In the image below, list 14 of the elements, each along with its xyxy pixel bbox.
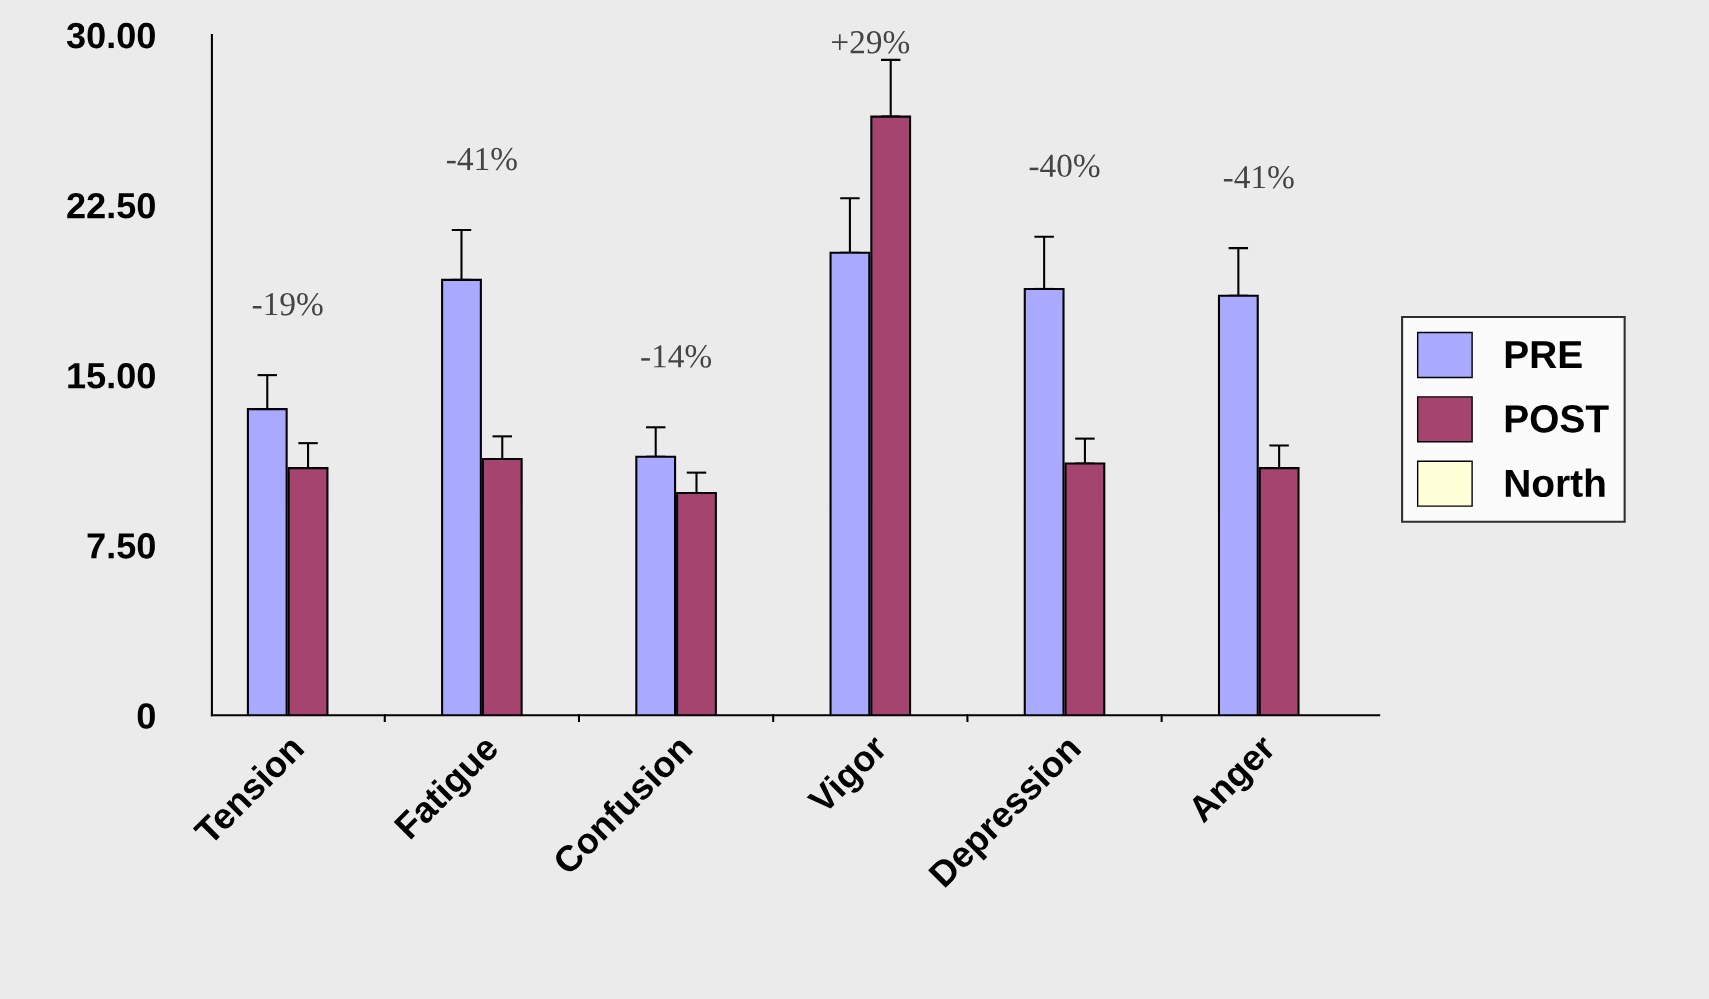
y-tick-label: 30.00 [66,22,155,49]
annotation: -41% [1223,165,1294,189]
legend-label: North [1505,468,1605,498]
annotation: -14% [641,345,712,368]
y-tick-label: 22.50 [67,192,155,219]
legend-label: PRE [1505,341,1582,368]
annotation: -19% [252,292,323,316]
annotation: +29% [832,31,910,54]
annotation: -41% [447,147,517,171]
annotation: -40% [1029,154,1100,178]
legend-label: POST [1505,405,1609,433]
y-tick-label: 15.00 [68,362,155,389]
y-tick-label: 0 [137,703,155,729]
y-tick-label: 7.50 [87,533,155,559]
